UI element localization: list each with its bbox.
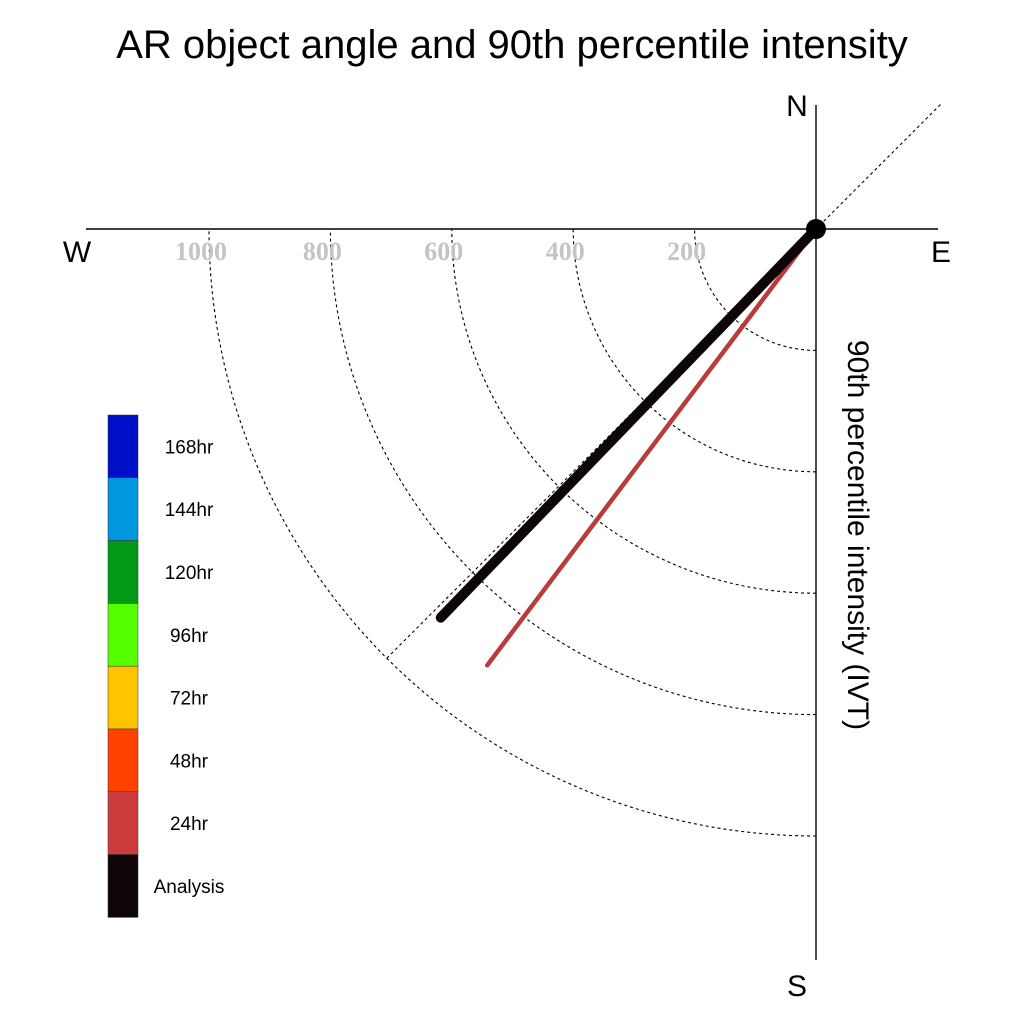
radial-tick-labels: 200 400 600 800 1000 xyxy=(175,237,706,266)
legend-swatch xyxy=(107,603,139,667)
legend-label: Analysis xyxy=(154,877,225,898)
series-line-24hr xyxy=(484,226,819,668)
radial-tick-label: 400 xyxy=(546,237,585,266)
legend-label: 168hr xyxy=(165,437,214,458)
legend-label: 48hr xyxy=(170,751,209,772)
legend-swatch xyxy=(107,728,139,793)
grid-arc xyxy=(451,228,817,594)
radial-tick-label: 800 xyxy=(303,237,342,266)
series-line-analysis xyxy=(435,224,821,623)
legend: 168hr 144hr 120hr 96hr 72hr 48hr 24hr Analysis xyxy=(107,414,225,918)
legend-label: 96hr xyxy=(170,626,209,647)
legend-label: 24hr xyxy=(170,814,209,835)
radial-grid xyxy=(208,104,941,837)
compass-axes xyxy=(86,105,938,960)
grid-arc xyxy=(329,228,817,716)
legend-swatch xyxy=(107,414,139,479)
radial-tick-label: 200 xyxy=(667,237,706,266)
legend-label: 120hr xyxy=(165,563,214,584)
grid-arc-outer xyxy=(387,658,816,836)
radial-tick-label: 1000 xyxy=(175,237,227,266)
legend-swatch xyxy=(107,477,139,541)
compass-south-label: S xyxy=(787,970,807,1003)
chart-title: AR object angle and 90th percentile inte… xyxy=(116,23,908,67)
legend-label: 144hr xyxy=(165,500,214,521)
grid-arc xyxy=(694,228,817,351)
compass-west-label: W xyxy=(63,236,92,269)
radial-tick-label: 600 xyxy=(424,237,463,266)
compass-east-label: E xyxy=(931,236,951,269)
legend-swatch xyxy=(107,791,139,855)
y-axis-label: 90th percentile intensity (IVT) xyxy=(841,340,874,730)
legend-swatch xyxy=(107,665,139,730)
data-series xyxy=(435,224,821,668)
legend-swatch xyxy=(107,540,139,604)
legend-label: 72hr xyxy=(170,689,209,710)
compass-north-label: N xyxy=(786,90,808,123)
origin-marker xyxy=(806,219,826,239)
grid-arc xyxy=(572,228,817,473)
legend-swatch xyxy=(107,854,139,918)
